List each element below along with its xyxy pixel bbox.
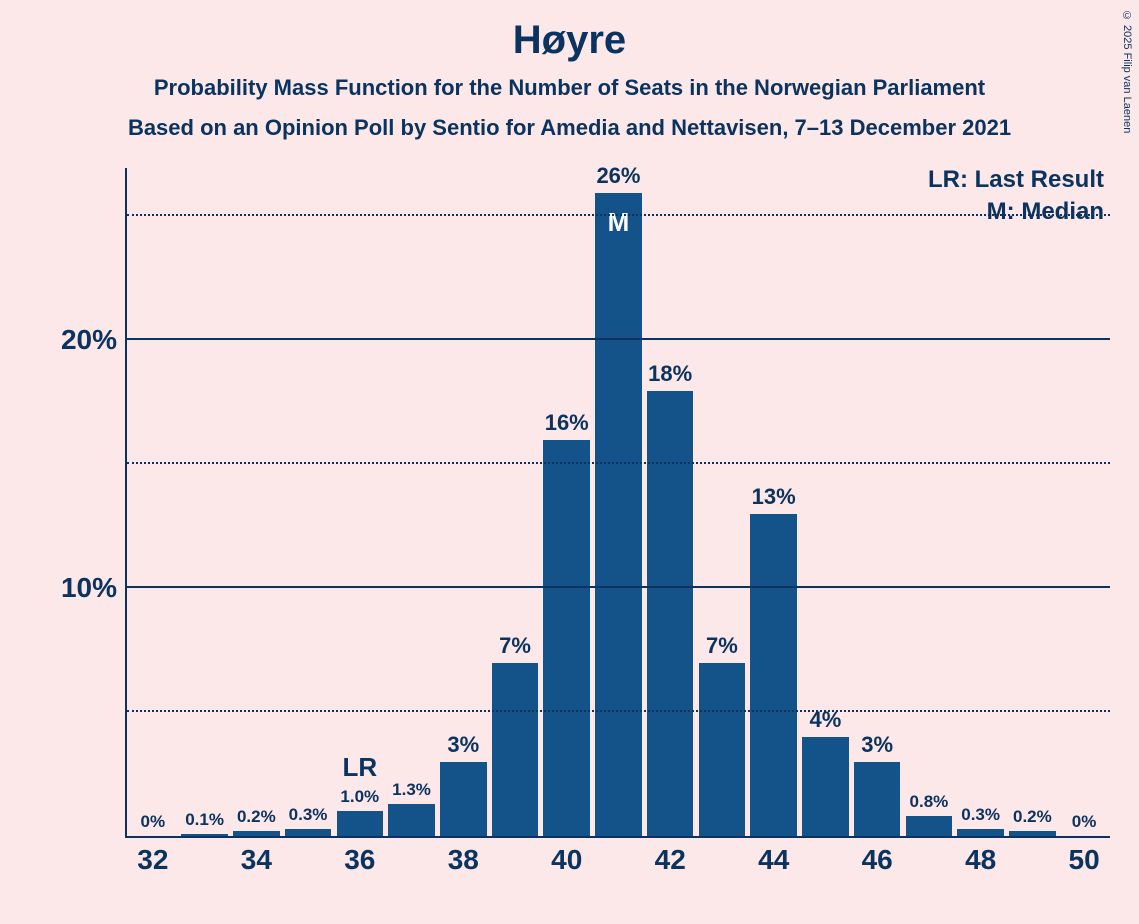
x-axis-label: 36 xyxy=(344,844,375,876)
gridline xyxy=(127,586,1110,588)
bar-slot: 7% xyxy=(489,168,541,836)
plot-area: LR: Last Result M: Median 0%0.1%0.2%0.3%… xyxy=(125,168,1110,838)
x-axis-label: 42 xyxy=(655,844,686,876)
bar-slot: 0.3% xyxy=(282,168,334,836)
chart-title: Høyre xyxy=(0,0,1139,63)
bar-value-label: 13% xyxy=(752,484,796,510)
bar: 4% xyxy=(802,737,849,836)
bar-slot: 0.1% xyxy=(179,168,231,836)
bar-slot: 0.2% xyxy=(230,168,282,836)
bar: 0.3% xyxy=(285,829,332,836)
bar-value-label: 7% xyxy=(499,633,531,659)
bar-slot: 0% xyxy=(127,168,179,836)
bar: 3% xyxy=(854,762,901,836)
bar-value-label: 0.3% xyxy=(289,805,328,825)
bar-slot: 16% xyxy=(541,168,593,836)
gridline xyxy=(127,710,1110,712)
bar-value-label: 1.0% xyxy=(340,787,379,807)
bar: 16% xyxy=(543,440,590,836)
x-axis-label: 50 xyxy=(1069,844,1100,876)
bar-slot: 13% xyxy=(748,168,800,836)
bar-slot: 0.8% xyxy=(903,168,955,836)
bar: 7% xyxy=(699,663,746,836)
bar: 0.1% xyxy=(181,834,228,836)
bar-slot: 0% xyxy=(1058,168,1110,836)
bar: 0.3% xyxy=(957,829,1004,836)
bar-value-label: 26% xyxy=(596,163,640,189)
bar: 0.8% xyxy=(906,816,953,836)
bar-value-label: 18% xyxy=(648,361,692,387)
copyright-text: © 2025 Filip van Laenen xyxy=(1121,10,1133,133)
bar-slot: 7% xyxy=(696,168,748,836)
gridline xyxy=(127,214,1110,216)
bar-value-label: 1.3% xyxy=(392,780,431,800)
x-axis-label: 40 xyxy=(551,844,582,876)
x-axis-label: 48 xyxy=(965,844,996,876)
y-axis-label: 20% xyxy=(61,324,117,356)
chart-subtitle-2: Based on an Opinion Poll by Sentio for A… xyxy=(0,115,1139,141)
bar: 26%M xyxy=(595,193,642,836)
x-axis-label: 34 xyxy=(241,844,272,876)
bar-value-label: 0.2% xyxy=(1013,807,1052,827)
bar-slot: 3% xyxy=(851,168,903,836)
bar-slot: 4% xyxy=(800,168,852,836)
bar-value-label: 0.8% xyxy=(910,792,949,812)
gridline xyxy=(127,462,1110,464)
bar-annotation-above: LR xyxy=(342,752,377,783)
bar: 7% xyxy=(492,663,539,836)
x-axis-label: 38 xyxy=(448,844,479,876)
bar-value-label: 0% xyxy=(141,812,166,832)
bars-group: 0%0.1%0.2%0.3%1.0%LR1.3%3%7%16%26%M18%7%… xyxy=(127,168,1110,836)
bar-value-label: 0.2% xyxy=(237,807,276,827)
bar: 0.2% xyxy=(1009,831,1056,836)
x-axis-label: 32 xyxy=(137,844,168,876)
bar-value-label: 3% xyxy=(447,732,479,758)
bar: 18% xyxy=(647,391,694,836)
bar: 1.0%LR xyxy=(337,811,384,836)
x-axis-label: 46 xyxy=(862,844,893,876)
bar: 13% xyxy=(750,514,797,836)
bar: 0.2% xyxy=(233,831,280,836)
bar-value-label: 3% xyxy=(861,732,893,758)
x-axis-label: 44 xyxy=(758,844,789,876)
bar-slot: 26%M xyxy=(593,168,645,836)
bar-slot: 1.0% LR xyxy=(334,168,386,836)
gridline xyxy=(127,338,1110,340)
bar-slot: 0.2% xyxy=(1007,168,1059,836)
bar-slot: 3% xyxy=(437,168,489,836)
bar: 3% xyxy=(440,762,487,836)
chart-container: LR: Last Result M: Median 0%0.1%0.2%0.3%… xyxy=(40,168,1110,888)
bar-slot: 18% xyxy=(644,168,696,836)
bar-value-label: 16% xyxy=(545,410,589,436)
bar-value-label: 7% xyxy=(706,633,738,659)
bar-value-label: 0% xyxy=(1072,812,1097,832)
bar: 1.3% xyxy=(388,804,435,836)
bar-slot: 0.3% xyxy=(955,168,1007,836)
y-axis-label: 10% xyxy=(61,572,117,604)
bar-value-label: 0.1% xyxy=(185,810,224,830)
bar-slot: 1.3% xyxy=(386,168,438,836)
bar-annotation-inside: M xyxy=(608,207,630,238)
chart-subtitle-1: Probability Mass Function for the Number… xyxy=(0,75,1139,101)
bar-value-label: 0.3% xyxy=(961,805,1000,825)
